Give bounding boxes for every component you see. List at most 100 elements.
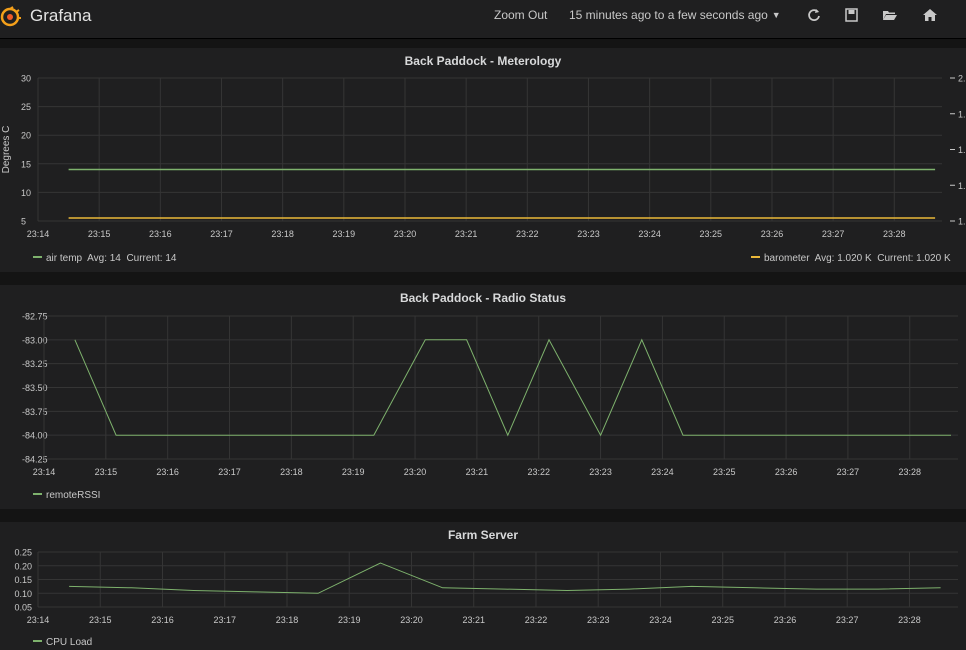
right-y-tick-label: 2. — [958, 74, 966, 84]
grafana-logo-icon[interactable] — [0, 6, 22, 28]
y-tick-label: -84.00 — [22, 431, 48, 441]
x-tick-label: 23:20 — [404, 467, 427, 477]
x-tick-label: 23:27 — [837, 467, 860, 477]
x-tick-label: 23:20 — [400, 615, 423, 625]
x-tick-label: 23:15 — [88, 229, 111, 239]
x-tick-label: 23:25 — [700, 229, 723, 239]
y-tick-label: -83.00 — [22, 335, 48, 345]
legend-avg: Avg: 1.020 K — [814, 253, 872, 264]
x-tick-label: 23:14 — [27, 229, 50, 239]
meterology-chart[interactable]: 5 10 15 20 25 30 23:14 23:15 23:16 23:17 23:18 23:1… — [0, 48, 966, 272]
legend-label: remoteRSSI — [46, 490, 101, 501]
legend-avg: Avg: 14 — [87, 253, 121, 264]
y-tick-label: -82.75 — [22, 312, 48, 322]
legend-swatch — [33, 256, 42, 258]
x-tick-label: 23:14 — [33, 467, 56, 477]
farm-server-chart[interactable]: 0.05 0.10 0.15 0.20 0.25 23:14 23:15 23:16 23:17… — [0, 522, 966, 650]
x-tick-label: 23:18 — [271, 229, 294, 239]
x-tick-label: 23:19 — [342, 467, 365, 477]
x-tick-label: 23:24 — [651, 467, 674, 477]
y-tick-label: -84.25 — [22, 455, 48, 465]
right-y-tick-label: 1. — [958, 109, 966, 119]
x-tick-label: 23:18 — [280, 467, 303, 477]
x-tick-label: 23:21 — [455, 229, 478, 239]
legend-remote-rssi[interactable]: remoteRSSI — [33, 490, 100, 501]
x-tick-label: 23:19 — [333, 229, 356, 239]
x-tick-label: 23:23 — [577, 229, 600, 239]
y-tick-label: 0.15 — [14, 575, 32, 585]
legend-air-temp[interactable]: air temp Avg: 14 Current: 14 — [33, 253, 176, 264]
panel-farm-server: Farm Server 0.05 0.10 0.15 0.20 0.25 23:14 23:… — [0, 522, 966, 650]
legend-swatch — [33, 640, 42, 642]
series-line — [69, 562, 941, 594]
x-tick-label: 23:23 — [589, 467, 612, 477]
legend-swatch — [33, 493, 42, 495]
y-tick-label: 10 — [21, 188, 31, 198]
y-tick-label: -83.50 — [22, 383, 48, 393]
x-tick-label: 23:28 — [898, 615, 921, 625]
radio-status-chart[interactable]: -84.25 -84.00 -83.75 -83.50 -83.25 -83.00 -82.… — [0, 285, 966, 509]
y-tick-label: -83.25 — [22, 359, 48, 369]
right-y-tick-label: 1. — [958, 145, 966, 155]
y-tick-label: -83.75 — [22, 407, 48, 417]
time-range-picker[interactable]: 15 minutes ago to a few seconds ago ▼ — [569, 8, 781, 22]
y-tick-label: 0.05 — [14, 603, 32, 613]
y-tick-label: 0.20 — [14, 561, 32, 571]
y-tick-label: 0.10 — [14, 589, 32, 599]
x-tick-label: 23:22 — [516, 229, 539, 239]
x-tick-label: 23:27 — [836, 615, 859, 625]
x-tick-label: 23:15 — [89, 615, 112, 625]
x-tick-label: 23:17 — [210, 229, 233, 239]
y-axis-label: Degrees C — [1, 126, 12, 174]
legend-label: air temp — [46, 253, 83, 264]
panel-title[interactable]: Back Paddock - Meterology — [404, 54, 562, 68]
x-tick-label: 23:21 — [466, 467, 489, 477]
x-tick-label: 23:16 — [149, 229, 172, 239]
x-tick-label: 23:25 — [713, 467, 736, 477]
panel-radio-status: Back Paddock - Radio Status -84.25 -84.00… — [0, 285, 966, 509]
home-icon[interactable] — [922, 8, 938, 22]
legend-barometer[interactable]: barometer Avg: 1.020 K Current: 1.020 K — [751, 253, 951, 264]
x-tick-label: 23:18 — [276, 615, 299, 625]
right-y-tick-label: 1. — [958, 181, 966, 191]
zoom-out-button[interactable]: Zoom Out — [494, 8, 548, 22]
legend-label: barometer — [764, 253, 810, 264]
y-tick-label: 25 — [21, 102, 31, 112]
x-tick-label: 23:22 — [525, 615, 548, 625]
x-tick-label: 23:19 — [338, 615, 361, 625]
folder-open-icon[interactable] — [882, 8, 898, 22]
save-icon[interactable] — [844, 8, 860, 22]
x-tick-label: 23:17 — [213, 615, 236, 625]
x-tick-label: 23:27 — [822, 229, 845, 239]
y-tick-label: 0.25 — [14, 548, 32, 558]
top-navbar: Grafana Zoom Out 15 minutes ago to a few… — [0, 0, 966, 39]
x-tick-label: 23:17 — [218, 467, 241, 477]
x-tick-label: 23:24 — [649, 615, 672, 625]
right-y-tick-label: 1. — [958, 217, 966, 227]
x-tick-label: 23:26 — [774, 615, 797, 625]
x-tick-label: 23:26 — [761, 229, 784, 239]
legend-swatch — [751, 256, 760, 258]
series-line — [74, 338, 951, 437]
x-tick-label: 23:21 — [462, 615, 485, 625]
legend-current: Current: 1.020 K — [877, 253, 951, 264]
x-tick-label: 23:22 — [527, 467, 550, 477]
x-tick-label: 23:16 — [151, 615, 174, 625]
legend-current: Current: 14 — [126, 253, 177, 264]
x-tick-label: 23:28 — [898, 467, 921, 477]
x-tick-label: 23:26 — [775, 467, 798, 477]
x-tick-label: 23:28 — [883, 229, 906, 239]
caret-down-icon: ▼ — [771, 10, 781, 20]
legend-label: CPU Load — [46, 637, 93, 648]
legend-cpu-load[interactable]: CPU Load — [33, 637, 92, 648]
x-tick-label: 23:20 — [394, 229, 417, 239]
panel-title[interactable]: Back Paddock - Radio Status — [399, 291, 567, 305]
y-tick-label: 5 — [21, 217, 26, 227]
x-tick-label: 23:14 — [27, 615, 50, 625]
panel-title[interactable]: Farm Server — [447, 528, 519, 542]
y-tick-label: 20 — [21, 131, 31, 141]
time-range-label: 15 minutes ago to a few seconds ago — [569, 8, 768, 22]
y-tick-label: 15 — [21, 159, 31, 169]
x-tick-label: 23:25 — [711, 615, 734, 625]
refresh-icon[interactable] — [806, 8, 822, 22]
